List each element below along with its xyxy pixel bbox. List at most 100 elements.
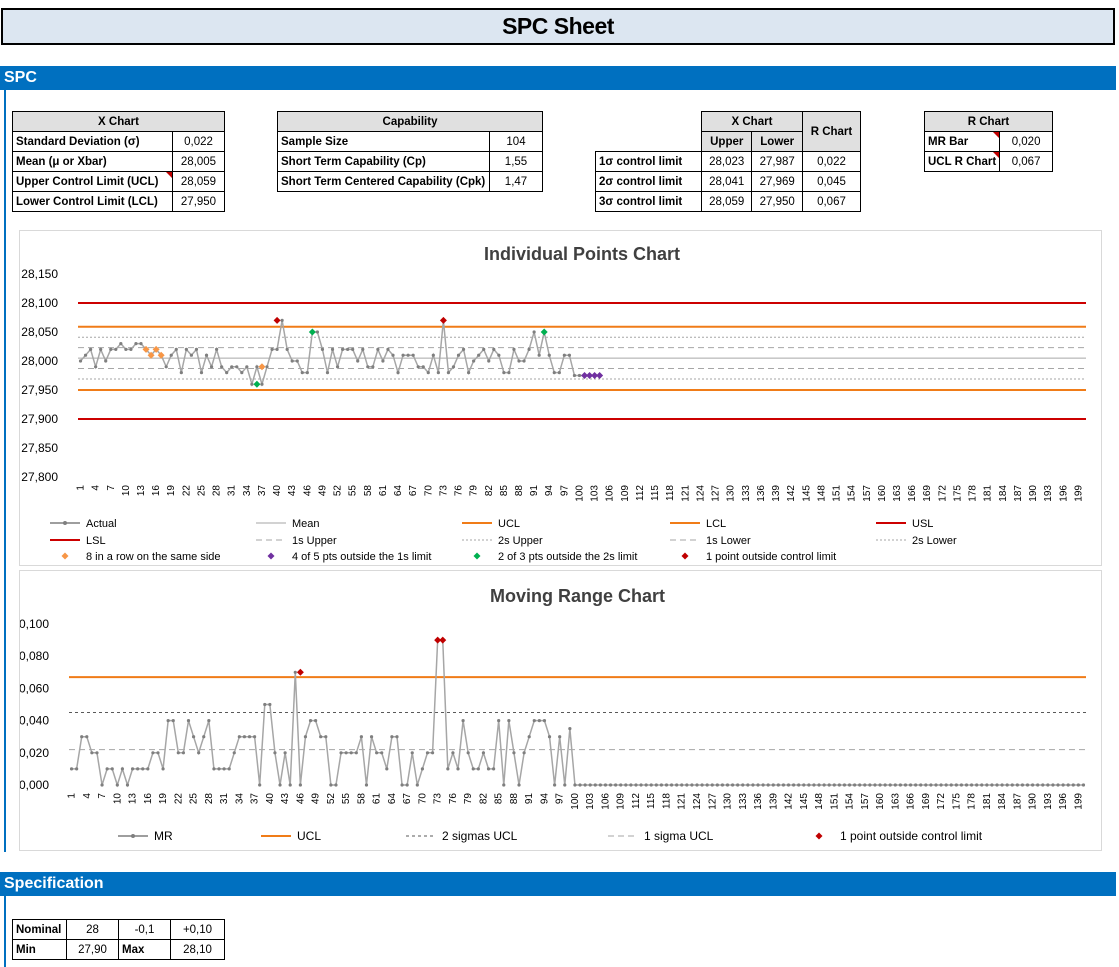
data-point (141, 767, 145, 771)
x-tick-label: 136 (756, 485, 767, 502)
nominal-value[interactable]: 28 (66, 919, 119, 940)
section-header-spc: SPC (0, 66, 1116, 90)
marker-8-in-a-row-on-the-same-side (142, 345, 150, 353)
legend-label: 2s Lower (912, 535, 957, 547)
x-tick-label: 4 (91, 485, 102, 491)
data-point (405, 783, 409, 787)
cell-value[interactable]: 0,067 (999, 151, 1053, 172)
data-point (578, 783, 582, 787)
tolerance-plus[interactable]: +0,10 (170, 919, 225, 940)
legend-label: USL (912, 518, 933, 530)
data-point (330, 347, 335, 351)
cell-value[interactable]: 27,950 (172, 191, 225, 212)
x-tick-label: 160 (877, 485, 888, 502)
cell-r[interactable]: 0,067 (801, 191, 862, 212)
cell-upper[interactable]: 28,023 (700, 151, 753, 172)
data-point (1056, 783, 1060, 787)
x-tick-label: 46 (302, 485, 313, 497)
data-point (253, 735, 257, 739)
legend-swatch (681, 552, 689, 560)
x-tick-label: 103 (590, 485, 601, 502)
marker-4-of-5-pts-outside-the-1s-limit (586, 372, 594, 379)
row-label: 2σ control limit (595, 171, 702, 192)
x-tick-label: 10 (112, 793, 123, 805)
data-point (1031, 783, 1035, 787)
data-point (75, 767, 79, 771)
cell-value[interactable]: 1,47 (489, 171, 543, 192)
moving-range-chart[interactable]: Moving Range Chart 0,000 0,020 0,040 0,060 0,… (19, 570, 1102, 851)
data-point (491, 767, 496, 771)
data-point (258, 783, 262, 787)
data-point (1015, 783, 1019, 787)
cell-r[interactable]: 0,022 (801, 151, 862, 172)
data-point (161, 767, 165, 771)
y-tick-label: 28,100 (21, 296, 58, 310)
section-spec-border (4, 896, 6, 967)
cell-value[interactable]: 0,020 (999, 131, 1053, 152)
cell-value[interactable]: 28,005 (172, 151, 225, 172)
data-point (420, 767, 425, 771)
row-label: UCL R Chart (923, 151, 1001, 172)
data-point (522, 751, 526, 755)
table-header: Capability (277, 111, 543, 132)
data-point (400, 783, 404, 787)
cell-upper[interactable]: 28,059 (700, 191, 753, 212)
cell-value[interactable]: 0,022 (172, 131, 225, 152)
cell-lower[interactable]: 27,987 (751, 151, 803, 172)
data-point (119, 342, 123, 346)
y-tick-label: 28,150 (21, 267, 58, 281)
min-value[interactable]: 27,90 (66, 939, 119, 960)
x-tick-label: 157 (860, 793, 871, 810)
data-point (990, 783, 994, 787)
data-point (270, 347, 274, 351)
x-tick-label: 94 (544, 485, 555, 497)
x-tick-label: 22 (181, 485, 192, 497)
data-point (110, 767, 114, 771)
data-point (129, 347, 133, 351)
data-point (1036, 783, 1040, 787)
x-tick-label: 133 (738, 793, 749, 810)
data-point (522, 359, 526, 363)
data-point (446, 371, 451, 375)
legend-label: 1 point outside control limit (840, 829, 983, 843)
legend-swatch (815, 832, 823, 840)
data-point (176, 751, 180, 755)
data-point (868, 783, 872, 787)
data-point (237, 735, 241, 739)
data-point (827, 783, 831, 787)
individual-points-chart[interactable]: Individual Points Chart 27,800 27,850 27,90… (19, 230, 1102, 566)
data-point (461, 347, 466, 351)
x-tick-label: 175 (951, 793, 962, 810)
data-point (654, 783, 658, 787)
x-tick-label: 187 (1012, 793, 1023, 810)
data-point (639, 783, 643, 787)
x-tick-label: 112 (635, 485, 646, 501)
x-tick-label: 88 (514, 485, 525, 497)
data-point (303, 735, 308, 739)
chart-title: Moving Range Chart (490, 586, 665, 606)
tolerance-minus[interactable]: -0,1 (118, 919, 171, 940)
data-point (572, 373, 577, 378)
max-value[interactable]: 28,10 (170, 939, 225, 960)
legend-label: 2s Upper (498, 535, 543, 547)
cell-lower[interactable]: 27,950 (751, 191, 803, 212)
x-tick-label: 85 (499, 485, 510, 497)
data-point (319, 735, 323, 739)
cell-lower[interactable]: 27,969 (751, 171, 803, 192)
data-point (385, 767, 389, 771)
data-point (146, 767, 150, 771)
x-tick-label: 193 (1043, 485, 1054, 502)
x-tick-label: 97 (555, 793, 566, 805)
data-point (934, 783, 938, 787)
cell-upper[interactable]: 28,041 (700, 171, 753, 192)
cell-value[interactable]: 104 (489, 131, 543, 152)
x-tick-label: 85 (494, 793, 505, 805)
x-tick-label: 76 (448, 793, 459, 805)
data-point (781, 783, 786, 787)
cell-value[interactable]: 1,55 (489, 151, 543, 172)
cell-value[interactable]: 28,059 (172, 171, 225, 192)
data-point (425, 751, 430, 755)
cell-r[interactable]: 0,045 (801, 171, 862, 192)
data-point (215, 347, 219, 351)
marker-4-of-5-pts-outside-the-1s-limit (596, 372, 604, 379)
